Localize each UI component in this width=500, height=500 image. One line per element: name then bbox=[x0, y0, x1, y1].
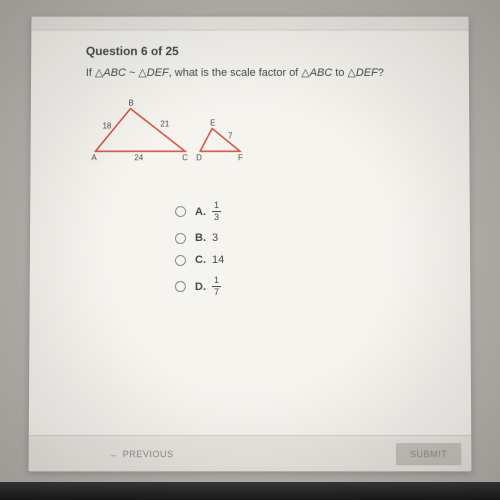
vertex-b: B bbox=[128, 99, 133, 108]
opt-c-letter: C. bbox=[195, 254, 206, 266]
option-a[interactable]: A. 1 3 bbox=[175, 201, 442, 222]
vertex-a: A bbox=[91, 153, 97, 162]
submit-label: SUBMIT bbox=[410, 449, 447, 459]
opt-d-fraction: 1 7 bbox=[212, 276, 221, 297]
previous-button[interactable]: ← PREVIOUS bbox=[109, 449, 173, 459]
q4: to △ bbox=[332, 67, 356, 79]
opt-a-den: 3 bbox=[214, 212, 219, 222]
opt-d-den: 7 bbox=[214, 287, 219, 297]
question-text: If △ABC ~ △DEF, what is the scale factor… bbox=[86, 66, 441, 79]
option-b[interactable]: B. 3 bbox=[175, 232, 442, 244]
content-area: Question 6 of 25 If △ABC ~ △DEF, what is… bbox=[29, 30, 471, 435]
submit-button[interactable]: SUBMIT bbox=[396, 443, 462, 465]
side-ac: 24 bbox=[134, 153, 143, 162]
triangle-def: E D F 7 bbox=[196, 118, 243, 162]
opt-a-fraction: 1 3 bbox=[212, 201, 221, 222]
opt-b-letter: B. bbox=[195, 232, 206, 244]
bottom-nav: ← PREVIOUS SUBMIT bbox=[29, 435, 472, 471]
opt-c-val: 14 bbox=[212, 254, 224, 266]
triangle-abc: B A C 18 21 24 bbox=[91, 99, 188, 163]
arrow-left-icon: ← bbox=[109, 449, 119, 459]
vertex-d: D bbox=[196, 153, 202, 162]
top-bar bbox=[31, 17, 468, 31]
triangles-figure: B A C 18 21 24 E D F 7 bbox=[80, 97, 300, 167]
def1: DEF bbox=[147, 67, 169, 79]
opt-a-num: 1 bbox=[212, 201, 221, 212]
radio-icon bbox=[175, 281, 186, 292]
q2: ~ △ bbox=[126, 67, 147, 79]
answer-options: A. 1 3 B. 3 C. 14 D. 1 7 bbox=[175, 201, 442, 297]
previous-label: PREVIOUS bbox=[123, 449, 174, 459]
vertex-f: F bbox=[238, 153, 243, 162]
radio-icon bbox=[175, 233, 186, 244]
vertex-e: E bbox=[210, 118, 215, 127]
opt-b-val: 3 bbox=[212, 232, 218, 244]
option-c[interactable]: C. 14 bbox=[175, 254, 442, 266]
option-d[interactable]: D. 1 7 bbox=[175, 276, 442, 297]
opt-a-letter: A. bbox=[195, 206, 206, 218]
device-bezel bbox=[0, 482, 500, 500]
side-bc: 21 bbox=[160, 119, 169, 128]
opt-d-letter: D. bbox=[195, 281, 206, 293]
abc1: ABC bbox=[103, 67, 126, 79]
abc2: ABC bbox=[310, 67, 333, 79]
opt-d-num: 1 bbox=[212, 276, 221, 287]
q5: ? bbox=[378, 67, 384, 79]
vertex-c: C bbox=[182, 153, 188, 162]
quiz-screen: Question 6 of 25 If △ABC ~ △DEF, what is… bbox=[29, 17, 472, 472]
def2: DEF bbox=[356, 67, 378, 79]
radio-icon bbox=[175, 206, 186, 217]
side-ef: 7 bbox=[228, 131, 233, 140]
question-title: Question 6 of 25 bbox=[86, 44, 441, 58]
radio-icon bbox=[175, 254, 186, 265]
q3: , what is the scale factor of △ bbox=[169, 67, 310, 79]
q1: If △ bbox=[86, 67, 104, 79]
side-ab: 18 bbox=[102, 121, 111, 130]
